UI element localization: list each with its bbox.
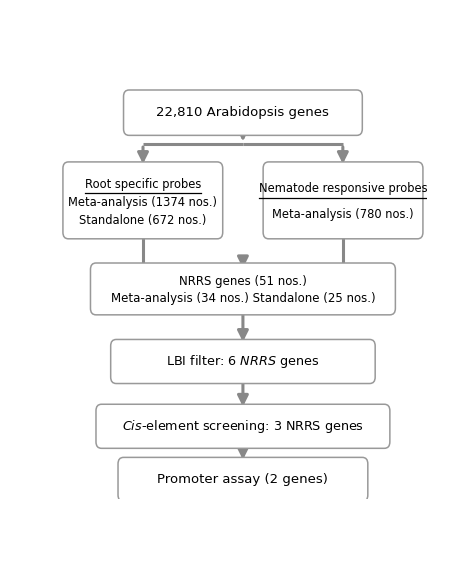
Text: $\mathit{Cis}$-element screening: 3 NRRS genes: $\mathit{Cis}$-element screening: 3 NRRS… <box>122 418 364 435</box>
Text: NRRS genes (51 nos.): NRRS genes (51 nos.) <box>179 275 307 288</box>
Text: Nematode responsive probes: Nematode responsive probes <box>259 182 428 195</box>
Text: Nematode responsive probes: Nematode responsive probes <box>259 182 428 195</box>
FancyBboxPatch shape <box>118 457 368 502</box>
FancyBboxPatch shape <box>263 162 423 239</box>
Text: Meta-analysis (34 nos.) Standalone (25 nos.): Meta-analysis (34 nos.) Standalone (25 n… <box>110 292 375 305</box>
Text: Root specific probes: Root specific probes <box>85 178 201 191</box>
FancyBboxPatch shape <box>96 404 390 448</box>
FancyBboxPatch shape <box>63 162 223 239</box>
Text: Root specific probes: Root specific probes <box>85 178 201 191</box>
FancyBboxPatch shape <box>110 339 375 384</box>
Text: Meta-analysis (1374 nos.): Meta-analysis (1374 nos.) <box>68 196 217 209</box>
Text: Meta-analysis (780 nos.): Meta-analysis (780 nos.) <box>272 208 414 221</box>
Text: 22,810 Arabidopsis genes: 22,810 Arabidopsis genes <box>156 106 329 119</box>
Text: LBI filter: 6 $\mathit{NRRS}$ genes: LBI filter: 6 $\mathit{NRRS}$ genes <box>166 353 319 370</box>
Text: Standalone (672 nos.): Standalone (672 nos.) <box>79 214 207 227</box>
FancyBboxPatch shape <box>124 90 362 135</box>
Text: Promoter assay (2 genes): Promoter assay (2 genes) <box>157 473 328 486</box>
FancyBboxPatch shape <box>91 263 395 315</box>
